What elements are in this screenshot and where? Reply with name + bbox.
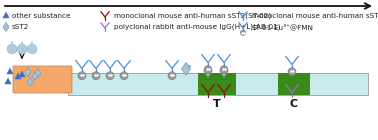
- Circle shape: [78, 72, 86, 80]
- Bar: [278, 73, 310, 95]
- Circle shape: [106, 72, 114, 80]
- Polygon shape: [25, 67, 31, 76]
- Polygon shape: [220, 65, 228, 77]
- Text: sST2: sST2: [12, 24, 29, 30]
- Polygon shape: [29, 40, 34, 47]
- Bar: [68, 73, 368, 95]
- Circle shape: [27, 44, 37, 54]
- Polygon shape: [5, 78, 11, 84]
- Polygon shape: [181, 62, 191, 75]
- Circle shape: [7, 44, 17, 54]
- Polygon shape: [9, 40, 14, 47]
- Text: ST-01-Eu³⁺@FMN: ST-01-Eu³⁺@FMN: [252, 24, 314, 30]
- FancyBboxPatch shape: [13, 66, 72, 93]
- Circle shape: [120, 72, 128, 80]
- Circle shape: [288, 68, 296, 76]
- Circle shape: [17, 44, 27, 54]
- Polygon shape: [3, 12, 9, 18]
- Circle shape: [92, 72, 100, 80]
- Polygon shape: [27, 78, 33, 87]
- Circle shape: [204, 66, 212, 74]
- Circle shape: [168, 72, 176, 80]
- Polygon shape: [19, 71, 25, 77]
- Polygon shape: [20, 40, 25, 47]
- Polygon shape: [15, 73, 21, 79]
- Polygon shape: [3, 23, 9, 32]
- Text: T: T: [213, 99, 221, 109]
- Polygon shape: [35, 68, 41, 78]
- Text: polyclonal rabbit anti-mouse IgG(H+L)(AB-01): polyclonal rabbit anti-mouse IgG(H+L)(AB…: [114, 24, 280, 30]
- Polygon shape: [32, 72, 38, 80]
- Circle shape: [220, 66, 228, 74]
- Circle shape: [240, 30, 246, 36]
- Text: monoclonal mouse anti-human sST2(ST-02): monoclonal mouse anti-human sST2(ST-02): [114, 13, 271, 19]
- Text: C: C: [290, 99, 298, 109]
- Polygon shape: [7, 68, 13, 74]
- Text: other substance: other substance: [12, 13, 71, 19]
- Text: monoclonal mouse anti-human sST2(ST-01): monoclonal mouse anti-human sST2(ST-01): [252, 13, 378, 19]
- Bar: [198, 73, 236, 95]
- Polygon shape: [204, 65, 212, 77]
